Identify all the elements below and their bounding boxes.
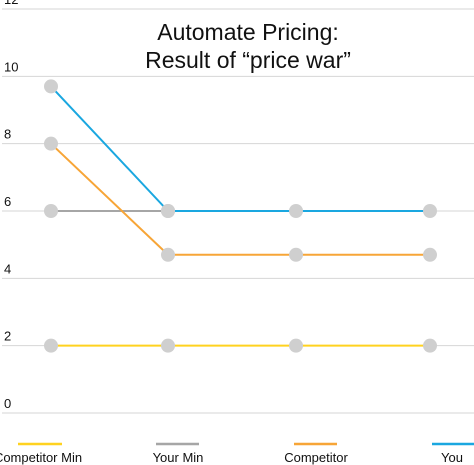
legend-label-competitor-min: Competitor Min (0, 450, 82, 465)
y-tick-label: 8 (4, 127, 11, 142)
y-tick-label: 0 (4, 396, 11, 411)
data-point-competitor (44, 136, 58, 151)
chart-title-line-2: Result of “price war” (145, 47, 351, 73)
data-point-competitor (423, 247, 437, 262)
legend-label-you: You (441, 450, 463, 465)
data-point-you (423, 204, 437, 218)
data-point-competitor-min (161, 338, 175, 353)
data-point-competitor (289, 247, 303, 262)
y-tick-label: 4 (4, 261, 11, 276)
data-point-you (161, 204, 175, 218)
y-tick-label: 2 (4, 329, 11, 344)
legend-label-competitor: Competitor (284, 450, 348, 465)
y-tick-label: 10 (4, 59, 18, 74)
legend: Competitor Min Your Min Competitor You (0, 442, 474, 465)
data-point-your-min (44, 204, 58, 218)
data-point-competitor-min (423, 338, 437, 353)
chart-title-line-1: Automate Pricing: (157, 19, 339, 45)
data-point-you (289, 204, 303, 218)
y-tick-label: 12 (4, 0, 18, 7)
data-point-you (44, 79, 58, 94)
data-point-competitor-min (289, 338, 303, 353)
y-axis-ticks: 0 2 4 6 8 10 12 (4, 0, 18, 411)
data-markers (44, 79, 437, 353)
data-point-competitor-min (44, 338, 58, 353)
legend-label-your-min: Your Min (153, 450, 204, 465)
series-line-competitor (50, 142, 430, 256)
data-point-competitor (161, 247, 175, 262)
series-lines (50, 85, 430, 347)
series-line-you (50, 85, 430, 212)
y-tick-label: 6 (4, 194, 11, 209)
